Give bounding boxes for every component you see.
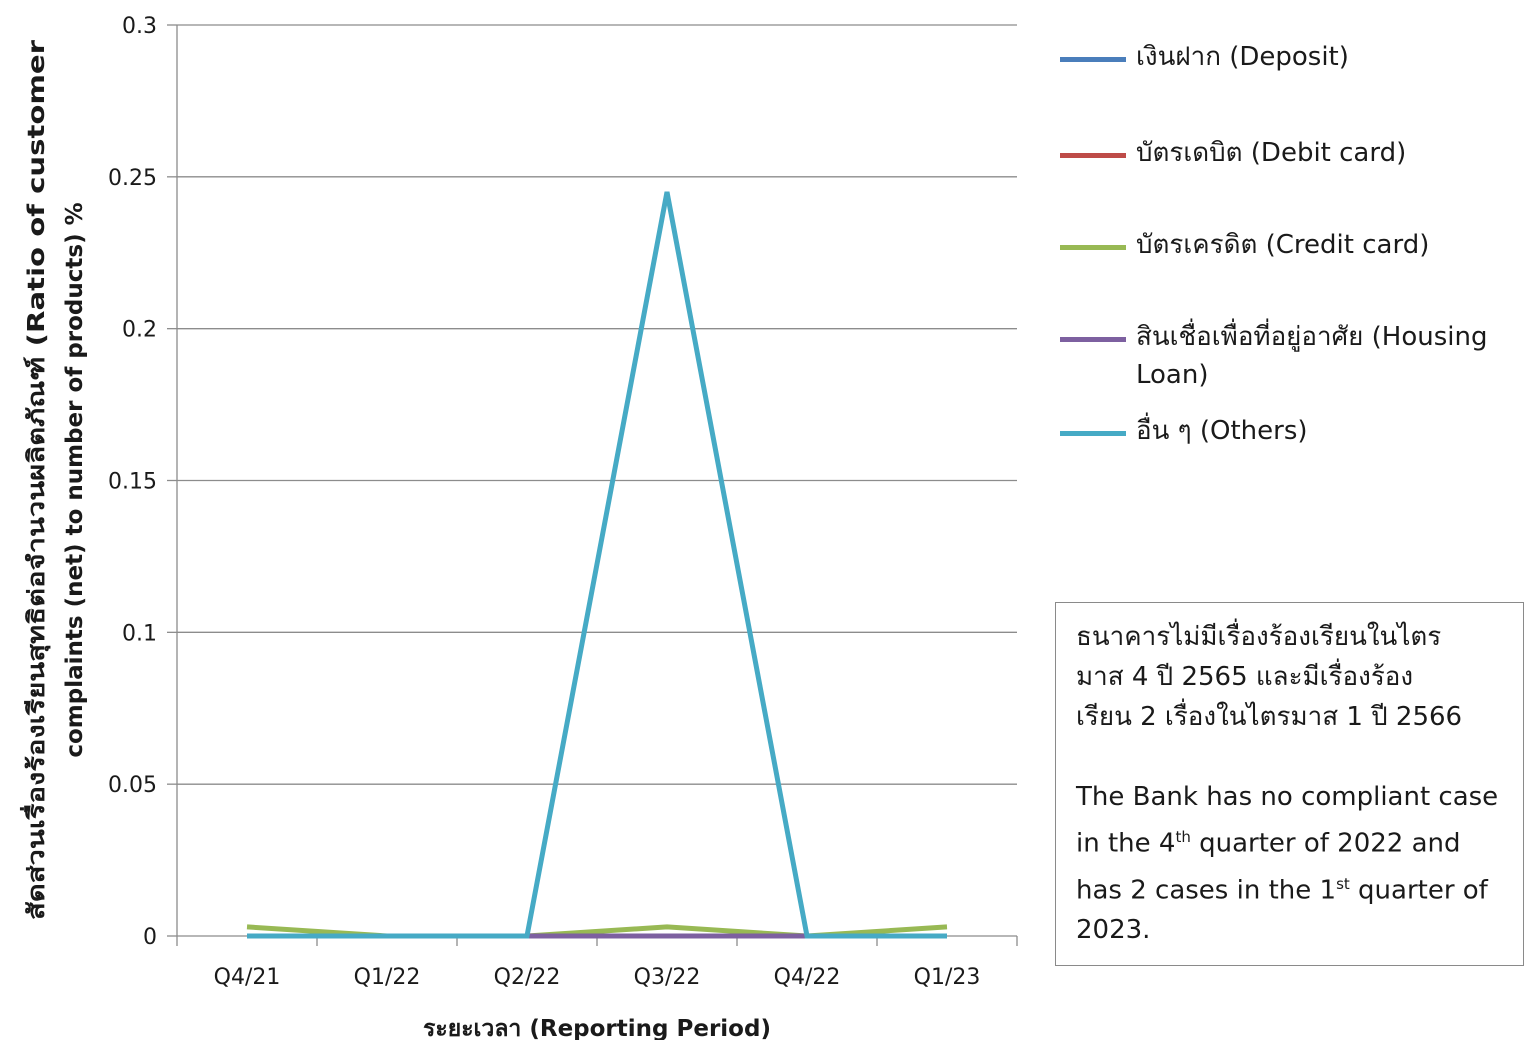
legend-swatch-others [1060,431,1126,436]
gridlines [177,24,1017,785]
data-series [246,191,948,939]
annotation-en-sup1: th [1175,828,1191,846]
annotation-en-sup2: st [1336,874,1350,893]
annotation-box: ธนาคารไม่มีเรื่องร้องเรียนในไตร มาส 4 ปี… [1055,602,1524,966]
annotation-en-part1: The Bank has no compliant case in the 4 [1076,782,1499,859]
series-line-4 [247,191,947,939]
y-axis-title: สัดส่วนเรื่องร้องเรียนสุทธิต่อจำนวนผลิตภ… [19,39,88,920]
annotation-thai-text: ธนาคารไม่มีเรื่องร้องเรียนในไตร มาส 4 ปี… [1076,622,1463,732]
legend-label-others: อื่น ๆ (Others) [1136,416,1308,446]
axes [167,24,1018,946]
x-tick-label: Q2/22 [494,965,561,990]
y-tick-label: 0.15 [108,470,157,495]
legend-label-housing-loan: สินเชื่อเพื่อที่อยู่อาศัย (Housing Loan) [1136,322,1488,390]
y-tick-label: 0 [143,925,157,950]
legend-swatch-deposit [1060,57,1126,62]
y-tick-label: 0.3 [122,14,157,39]
x-tick-label: Q4/22 [774,965,841,990]
legend-swatch-debit-card [1060,153,1126,158]
annotation-en-part3: quarter of 2023. [1076,875,1488,946]
legend-item-housing-loan: สินเชื่อเพื่อที่อยู่อาศัย (Housing Loan) [1060,318,1534,394]
y-tick-label: 0.05 [108,773,157,798]
legend-label-credit-card: บัตรเครดิต (Credit card) [1136,230,1430,260]
legend-swatch-housing-loan [1060,337,1126,342]
legend-item-debit-card: บัตรเดบิต (Debit card) [1060,134,1534,172]
x-tick-labels: Q4/21 Q1/22 Q2/22 Q3/22 Q4/22 Q1/23 [214,965,981,990]
legend-item-credit-card: บัตรเครดิต (Credit card) [1060,226,1534,264]
legend-item-others: อื่น ๆ (Others) [1060,412,1534,450]
legend-item-deposit: เงินฝาก (Deposit) [1060,38,1534,76]
legend-swatch-credit-card [1060,245,1126,250]
y-axis-title-line2: complaints (net) to number of products) … [62,202,88,757]
x-axis-title: ระยะเวลา (Reporting Period) [423,1016,771,1040]
legend-label-debit-card: บัตรเดบิต (Debit card) [1136,138,1407,168]
y-tick-label: 0.1 [122,621,157,646]
annotation-english-text: The Bank has no compliant case in the 4t… [1076,777,1503,950]
y-tick-labels: 0 0.05 0.1 0.15 0.2 0.25 0.3 [108,14,157,950]
annotation-en-part2: quarter of 2022 and has 2 cases in the 1 [1076,828,1461,906]
y-axis-title-line1: สัดส่วนเรื่องร้องเรียนสุทธิต่อจำนวนผลิตภ… [19,39,51,920]
x-tick-label: Q4/21 [214,965,281,990]
x-tick-label: Q1/22 [354,965,421,990]
y-tick-label: 0.25 [108,166,157,191]
y-tick-label: 0.2 [122,318,157,343]
x-tick-label: Q3/22 [634,965,701,990]
legend-label-deposit: เงินฝาก (Deposit) [1136,42,1349,72]
x-tick-label: Q1/23 [914,965,981,990]
